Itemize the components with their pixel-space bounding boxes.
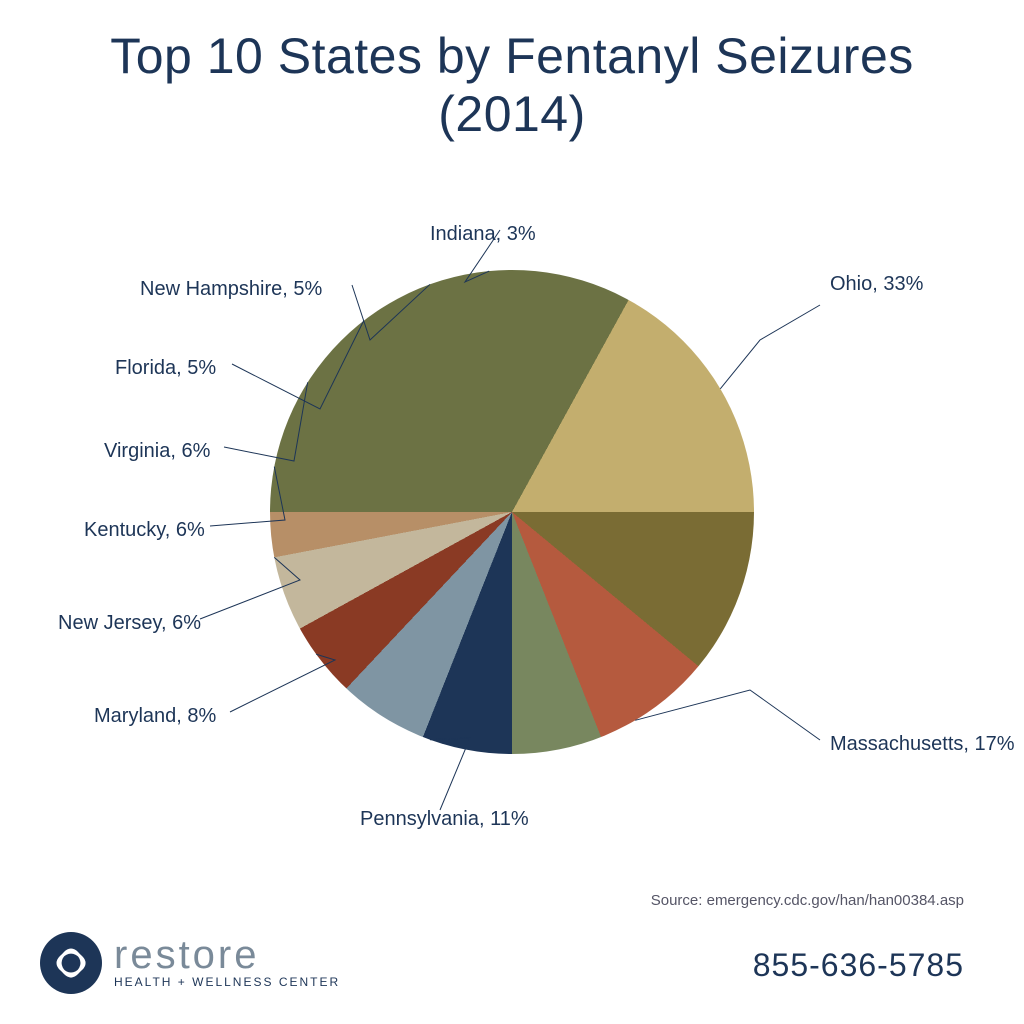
slice-label: Maryland, 8%	[94, 705, 216, 728]
source-citation: Source: emergency.cdc.gov/han/han00384.a…	[651, 892, 964, 909]
logo-text: restore HEALTH + WELLNESS CENTER	[114, 937, 340, 989]
slice-label: Kentucky, 6%	[84, 519, 205, 542]
phone-number: 855-636-5785	[753, 947, 964, 984]
logo-tagline: HEALTH + WELLNESS CENTER	[114, 975, 340, 989]
pie-disc	[270, 270, 754, 754]
slice-label: New Hampshire, 5%	[140, 278, 322, 301]
pie-chart: Ohio, 33% Massachusetts, 17% Pennsylvania,…	[0, 170, 1024, 850]
logo-brand: restore	[114, 937, 340, 973]
title-line1: Top 10 States by Fentanyl Seizures	[110, 28, 914, 84]
slice-label: Ohio, 33%	[830, 273, 923, 296]
title-line2: (2014)	[438, 86, 586, 142]
brand-logo: restore HEALTH + WELLNESS CENTER	[40, 932, 340, 994]
slice-label: Pennsylvania, 11%	[360, 808, 529, 831]
slice-label: Florida, 5%	[115, 357, 216, 380]
logo-mark-icon	[40, 932, 102, 994]
slice-label: Massachusetts, 17%	[830, 733, 1015, 756]
slice-label: Indiana, 3%	[430, 223, 536, 246]
slice-label: Virginia, 6%	[104, 440, 210, 463]
chart-title: Top 10 States by Fentanyl Seizures (2014…	[0, 0, 1024, 143]
slice-label: New Jersey, 6%	[58, 612, 201, 635]
